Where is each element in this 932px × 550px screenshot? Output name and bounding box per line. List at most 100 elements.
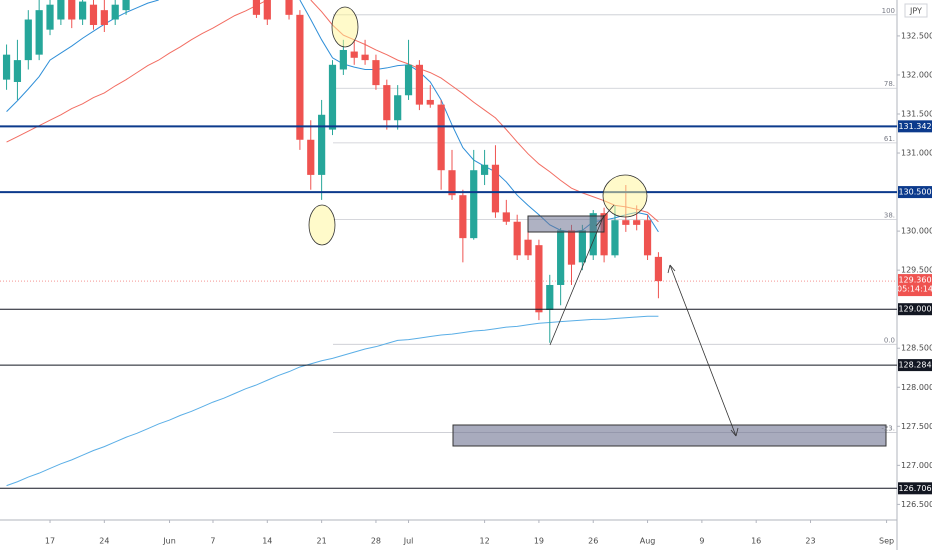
candle-body: [372, 60, 380, 86]
x-tick-label: 26: [588, 537, 598, 546]
y-tick-label: 128.500: [901, 344, 932, 353]
candle-body: [502, 212, 510, 222]
level-label-box: [898, 359, 932, 372]
y-tick-label: 130.000: [901, 227, 932, 236]
candle-body: [470, 170, 478, 239]
zone: [527, 215, 605, 233]
candle-body: [643, 220, 652, 256]
candle-body: [339, 49, 347, 70]
y-tick-label: 129.500: [901, 266, 932, 275]
candle-body: [437, 104, 445, 171]
y-tick-label: 127.500: [901, 422, 932, 431]
level-label-box: [898, 482, 932, 495]
candle-body: [567, 230, 576, 265]
candle-body: [328, 64, 337, 130]
fib-label: 100: [882, 7, 895, 15]
fib-label: 78.: [884, 80, 895, 88]
candle-body: [263, 0, 271, 20]
candle-body: [448, 170, 456, 196]
candle-body: [285, 0, 293, 15]
candle-body: [524, 239, 532, 256]
level-label: 130.500: [898, 188, 931, 197]
candle-body: [111, 4, 119, 20]
candle-body: [654, 256, 663, 282]
candle-body: [546, 284, 554, 310]
candle-body: [35, 10, 43, 55]
level-label-box: [898, 120, 932, 133]
candle-body: [68, 0, 76, 20]
target-zone: [452, 424, 887, 447]
x-tick-label: Jun: [162, 537, 176, 546]
y-tick-label: 131.000: [901, 149, 932, 158]
candle-body: [318, 114, 326, 175]
x-tick-label: 16: [751, 537, 761, 546]
level-label: 131.342: [898, 122, 931, 131]
last-price-box: [898, 274, 932, 297]
candle-body: [622, 220, 630, 225]
level-label: 129.000: [898, 305, 931, 314]
candle-body: [513, 221, 521, 256]
candle-body: [611, 220, 619, 256]
x-tick-label: 17: [45, 537, 55, 546]
arrow: [669, 264, 737, 437]
fib-label: 61.: [884, 135, 895, 143]
fib-label: -23.: [881, 425, 895, 433]
candle-body: [426, 99, 434, 105]
highlight: [602, 174, 648, 218]
y-tick-label: 132.000: [901, 70, 932, 79]
level-label-box: [898, 186, 932, 199]
highlight: [308, 204, 336, 246]
fib-label: 0.0: [884, 336, 895, 344]
x-tick-label: 7: [210, 537, 215, 546]
arrow-head: [730, 427, 739, 437]
candle-body: [557, 230, 565, 285]
candle-body: [578, 230, 586, 263]
candle-body: [122, 0, 130, 11]
fib-label: 38.: [884, 211, 895, 219]
highlight: [331, 6, 359, 48]
plot-area: [0, 0, 897, 489]
x-tick-label: 24: [99, 537, 109, 546]
candle-body: [252, 0, 261, 15]
y-tick-label: 128.000: [901, 383, 932, 392]
candle-body: [296, 14, 304, 140]
arrow-head: [667, 264, 676, 274]
x-tick-label: 23: [805, 537, 815, 546]
candle-body: [46, 4, 54, 30]
candle-body: [307, 139, 315, 175]
level-label-box: [898, 303, 932, 316]
countdown: 05:14:14: [897, 285, 932, 294]
candle-body: [535, 245, 543, 313]
level-label: 128.284: [898, 361, 931, 370]
drawings: [308, 6, 887, 447]
candle-body: [79, 1, 87, 20]
x-tick-label: Jul: [403, 537, 414, 546]
currency: JPY: [909, 7, 922, 16]
moving-average: [6, 0, 268, 143]
trend-line: [595, 204, 615, 227]
trend-line: [549, 214, 605, 346]
x-tick-label: 9: [699, 537, 704, 546]
x-tick-label: 28: [371, 537, 381, 546]
candle-body: [24, 19, 32, 61]
candle-body: [415, 64, 424, 105]
candle-body: [100, 10, 108, 25]
x-tick-label: 14: [262, 537, 272, 546]
x-tick-label: 19: [534, 537, 544, 546]
x-tick-label: Aug: [640, 537, 656, 546]
candle-body: [89, 4, 98, 25]
candle-body: [13, 60, 22, 82]
candle-body: [633, 220, 641, 225]
y-tick-label: 132.500: [901, 31, 932, 40]
moving-average: [6, 0, 159, 113]
moving-average: [310, 0, 659, 223]
candle-body: [57, 0, 65, 20]
candle-body: [2, 54, 11, 80]
candle-body: [589, 213, 597, 256]
candle-body: [350, 51, 358, 58]
y-tick-label: 131.500: [901, 109, 932, 118]
x-tick-label: 12: [479, 537, 489, 546]
candle-body: [394, 95, 402, 121]
last-price-label: 129.360: [898, 276, 931, 285]
